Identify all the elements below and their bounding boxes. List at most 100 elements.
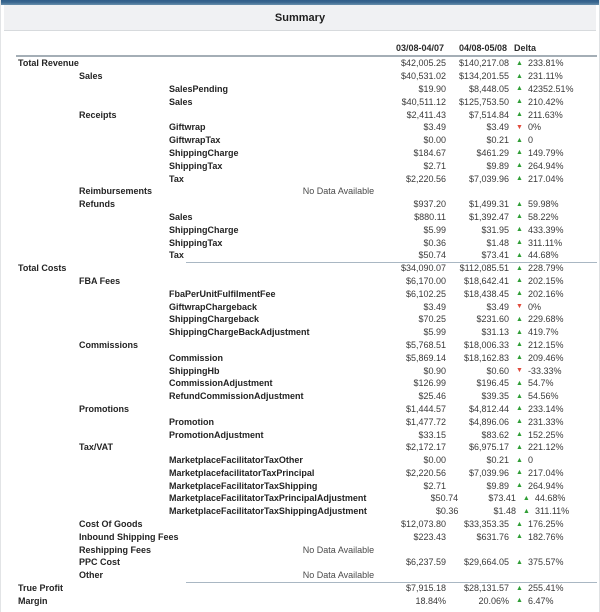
- delta-value: 231.11%: [527, 71, 563, 82]
- table-row: MarketplaceFacilitatorTaxOther $0.00 $0.…: [1, 453, 599, 467]
- value-period1: $0.90: [423, 365, 446, 376]
- delta-value: 233.14%: [527, 403, 564, 414]
- delta-up-icon: ▲: [516, 59, 523, 67]
- delta-up-icon: ▲: [516, 405, 523, 413]
- row-label: ShippingCharge: [169, 224, 239, 235]
- delta-value: 59.98%: [527, 199, 559, 210]
- table-row: Tax/VAT $2,172.17 $6,975.17 ▲ 221.12%: [1, 440, 599, 454]
- table-row: Sales $40,511.12 $125,753.50 ▲ 210.42%: [1, 95, 599, 109]
- delta-cell: ▲ 264.94%: [509, 481, 599, 491]
- delta-value: 0%: [527, 122, 541, 133]
- delta-up-icon: ▲: [516, 431, 523, 438]
- delta-cell: ▼ 0%: [509, 122, 599, 132]
- value-period2: $29,664.05: [463, 557, 509, 568]
- value-period2: $39.35: [481, 391, 509, 402]
- table-row: Promotion $1,477.72 $4,896.06 ▲ 231.33%: [1, 415, 599, 429]
- table-row: ShippingChargeBackAdjustment $5.99 $31.1…: [1, 325, 599, 339]
- delta-cell: ▲ 311.11%: [509, 238, 599, 248]
- table-row: Tax $2,220.56 $7,039.96 ▲ 217.04%: [1, 172, 599, 185]
- window-accent-bar: [1, 0, 599, 5]
- value-period1: $3.49: [423, 301, 446, 312]
- row-label: Sales: [169, 96, 193, 107]
- value-period1: $223.43: [413, 531, 446, 542]
- delta-up-icon: ▲: [516, 277, 523, 285]
- row-label: Tax: [169, 250, 184, 261]
- table-row: ShippingHb $0.90 $0.60 ▼ -33.33%: [1, 364, 599, 377]
- delta-value: 433.39%: [527, 224, 564, 235]
- table-row: Margin 18.84% 20.06% ▲ 6.47%: [1, 594, 599, 608]
- value-period1: $7,915.18: [405, 583, 446, 594]
- table-row: ShippingTax $2.71 $9.89 ▲ 264.94%: [1, 159, 599, 173]
- delta-up-icon: ▲: [516, 162, 523, 170]
- table-body: Total Revenue $42,005.25 $140,217.08 ▲ 2…: [1, 57, 599, 608]
- column-header-period2: 04/08-05/08: [458, 43, 507, 53]
- delta-up-icon: ▲: [516, 226, 523, 234]
- table-row: Sales $40,531.02 $134,201.55 ▲ 231.11%: [1, 69, 599, 83]
- value-period2: $18,642.41: [463, 275, 509, 286]
- delta-up-icon: ▲: [516, 456, 523, 464]
- value-period2: $8,448.05: [468, 83, 509, 94]
- value-period2: $1,392.47: [468, 211, 509, 222]
- report-header: Summary: [4, 5, 596, 31]
- value-period1: $6,102.25: [405, 288, 446, 299]
- table-row: ShippingTax $0.36 $1.48 ▲ 311.11%: [1, 236, 599, 249]
- table-row: True Profit $7,915.18 $28,131.57 ▲ 255.4…: [1, 581, 599, 595]
- delta-cell: ▲ 0: [509, 135, 599, 145]
- delta-up-icon: ▲: [516, 290, 523, 298]
- table-row: PromotionAdjustment $33.15 $83.62 ▲ 152.…: [1, 428, 599, 441]
- value-period1: $40,511.12: [401, 96, 446, 107]
- row-label: Tax: [169, 173, 184, 184]
- delta-up-icon: ▲: [516, 149, 523, 157]
- value-period2: $1.48: [486, 237, 509, 248]
- row-label: RefundCommissionAdjustment: [169, 391, 304, 402]
- row-label: ShippingTax: [169, 160, 223, 171]
- value-period2: $4,896.06: [468, 416, 509, 427]
- value-period1: $50.74: [430, 493, 459, 504]
- table-row: PPC Cost $6,237.59 $29,664.05 ▲ 375.57%: [1, 556, 599, 569]
- value-period1: $937.20: [413, 199, 446, 210]
- table-row: Total Costs $34,090.07 $112,085.51 ▲ 228…: [1, 261, 599, 275]
- table-row: MarketplaceFacilitatorTaxShippingAdjustm…: [1, 504, 599, 518]
- value-period1: $2,220.56: [405, 467, 446, 478]
- delta-value: 58.22%: [527, 211, 559, 222]
- value-period2: $73.41: [481, 250, 509, 261]
- row-label: CommissionAdjustment: [169, 378, 273, 389]
- value-period1: $34,090.07: [400, 263, 446, 274]
- value-period1: $2.71: [423, 160, 446, 171]
- delta-up-icon: ▲: [516, 239, 523, 247]
- delta-cell: ▲ 217.04%: [509, 174, 599, 184]
- row-label: Total Revenue: [18, 58, 79, 69]
- value-period2: $4,812.44: [468, 403, 509, 414]
- value-period2: $7,039.96: [468, 467, 509, 478]
- delta-value: 211.63%: [527, 109, 563, 120]
- delta-value: 311.11%: [527, 237, 563, 248]
- delta-up-icon: ▲: [516, 72, 523, 80]
- delta-up-icon: ▲: [516, 264, 523, 272]
- delta-up-icon: ▲: [516, 85, 523, 93]
- value-period2: $6,975.17: [468, 442, 509, 453]
- row-label: Promotion: [169, 416, 214, 427]
- row-label: ShippingHb: [169, 365, 220, 376]
- delta-cell: ▲ 210.42%: [509, 97, 599, 107]
- delta-value: 217.04%: [527, 467, 564, 478]
- value-period2: $7,514.84: [468, 109, 509, 120]
- delta-cell: ▲ 433.39%: [509, 225, 599, 235]
- delta-value: 264.94%: [527, 480, 564, 491]
- value-period2: $31.13: [481, 327, 509, 338]
- delta-cell: ▲ 0: [509, 455, 599, 465]
- delta-value: 202.16%: [527, 288, 564, 299]
- delta-down-icon: ▼: [516, 303, 523, 311]
- table-row: Tax $50.74 $73.41 ▲ 44.68%: [1, 248, 599, 262]
- delta-cell: ▼ -33.33%: [509, 366, 599, 376]
- value-period1: $5.99: [423, 224, 446, 235]
- row-label: Commissions: [79, 339, 139, 350]
- value-period1: $6,237.59: [405, 557, 446, 568]
- value-period1: $19.90: [418, 83, 446, 94]
- table-row: Refunds $937.20 $1,499.31 ▲ 59.98%: [1, 197, 599, 211]
- row-label: FBA Fees: [79, 275, 121, 286]
- delta-up-icon: ▲: [516, 597, 523, 605]
- value-period2: $0.21: [486, 455, 509, 466]
- delta-value: 210.42%: [527, 96, 564, 107]
- delta-cell: ▲ 44.68%: [509, 250, 599, 260]
- row-label: ShippingTax: [169, 237, 223, 248]
